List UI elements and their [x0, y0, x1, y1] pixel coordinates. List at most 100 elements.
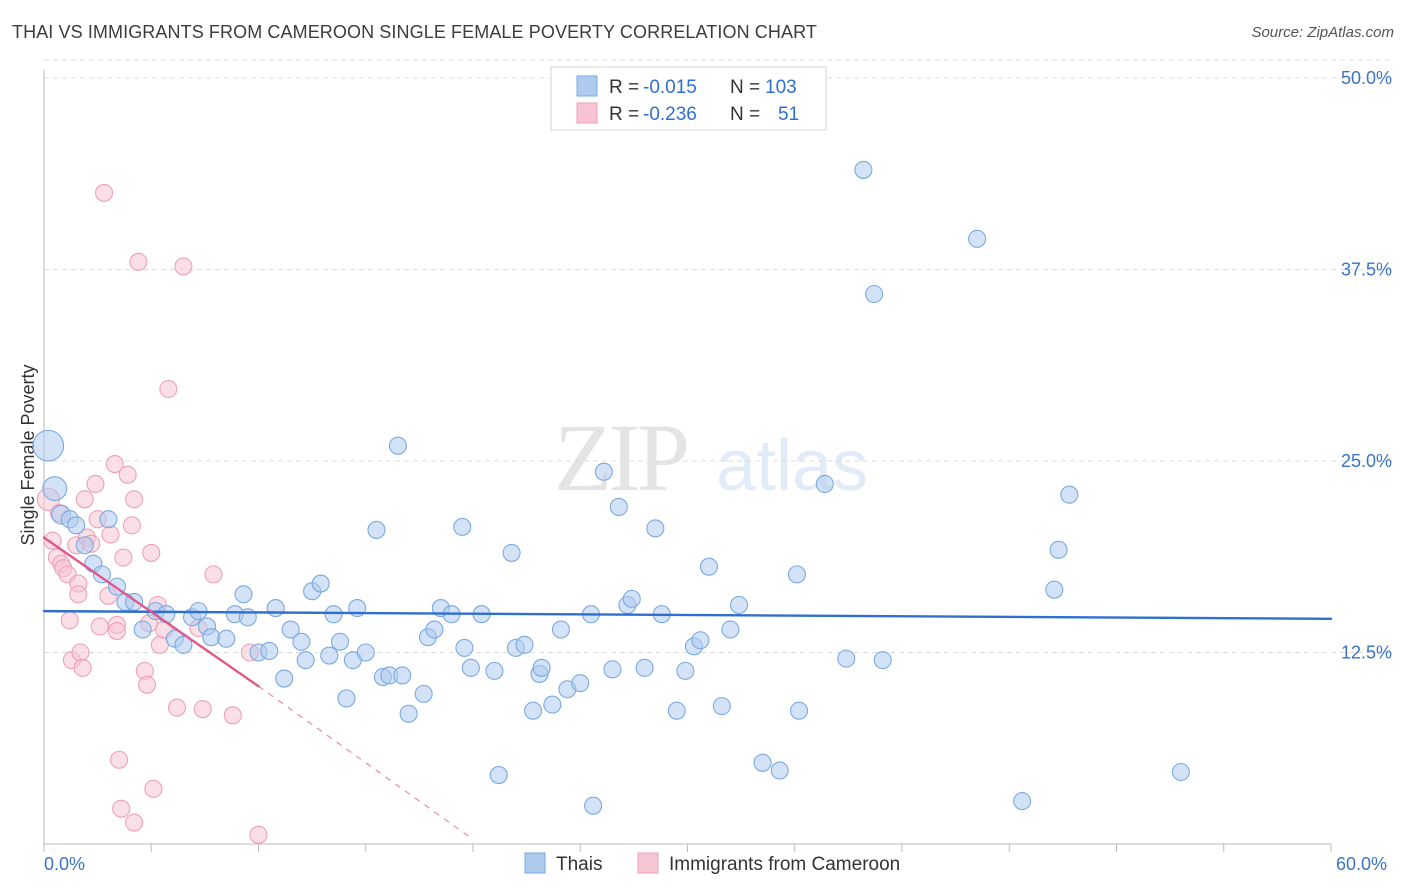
point-thais: [292, 632, 311, 651]
point-thais: [324, 605, 343, 624]
point-thais: [1013, 792, 1032, 811]
point-cameroon: [86, 474, 105, 494]
point-thais: [854, 160, 873, 179]
point-thais: [515, 635, 534, 654]
point-thais: [337, 689, 356, 708]
trend-lines: [42, 536, 1333, 840]
point-cameroon: [193, 700, 212, 719]
watermark: ZIP atlas: [554, 404, 868, 511]
point-cameroon: [60, 611, 79, 630]
point-cameroon: [110, 750, 129, 769]
point-thais: [699, 557, 719, 576]
point-thais: [729, 595, 749, 615]
point-cameroon: [95, 183, 114, 202]
point-cameroon: [71, 643, 90, 662]
point-thais: [202, 628, 221, 647]
point-thais: [532, 658, 551, 677]
point-thais: [1060, 485, 1079, 504]
point-thais: [789, 701, 809, 720]
point-cameroon: [144, 779, 163, 798]
point-cameroon: [174, 257, 193, 276]
bottom-legend-swatch-thais: [524, 852, 546, 874]
y-tick-label: 37.5%: [1341, 260, 1392, 280]
point-thais: [330, 632, 350, 651]
point-thais: [787, 565, 806, 584]
point-thais: [234, 585, 253, 604]
point-cameroon: [122, 516, 141, 535]
point-thais: [691, 631, 710, 650]
point-thais: [865, 284, 884, 304]
point-thais: [67, 516, 86, 535]
legend-box: R = -0.015 N = 103 R = -0.236 N = 51: [550, 66, 827, 131]
point-thais: [753, 753, 772, 772]
point-thais: [646, 519, 665, 538]
point-thais: [721, 620, 740, 639]
point-thais: [837, 649, 856, 668]
point-thais: [461, 658, 480, 677]
point-cameroon: [75, 490, 94, 509]
point-thais: [174, 635, 193, 654]
series-thais-points: [32, 160, 1190, 815]
point-cameroon: [101, 525, 120, 544]
x-axis-ticks: [43, 844, 1332, 852]
legend-r-value-1: -0.015: [643, 77, 697, 98]
bottom-legend-label-thais: Thais: [556, 854, 602, 875]
point-thais: [157, 605, 176, 624]
point-thais: [603, 660, 622, 679]
grid-lines: [44, 59, 1392, 653]
point-cameroon: [114, 548, 133, 567]
point-cameroon: [167, 698, 187, 717]
point-cameroon: [118, 465, 137, 484]
x-tick-label-min: 0.0%: [44, 854, 85, 874]
point-thais: [635, 658, 654, 677]
point-thais: [676, 661, 695, 680]
point-thais: [524, 701, 543, 720]
point-thais: [815, 474, 834, 494]
point-cameroon: [125, 813, 144, 832]
point-thais: [296, 651, 315, 670]
point-thais: [455, 638, 474, 657]
point-thais: [485, 661, 504, 680]
y-tick-label: 25.0%: [1341, 451, 1392, 471]
legend-n-label-2: N =: [730, 104, 760, 125]
point-cameroon: [73, 658, 92, 677]
legend-r-value-2: -0.236: [643, 104, 697, 125]
point-thais: [42, 476, 68, 502]
point-cameroon: [125, 490, 144, 509]
point-cameroon: [105, 455, 124, 474]
point-cameroon: [150, 635, 169, 654]
legend-swatch-cameroon: [576, 102, 598, 124]
point-cameroon: [204, 565, 223, 584]
point-thais: [356, 643, 375, 662]
y-axis-label: Single Female Poverty: [18, 364, 38, 545]
y-axis-tick-labels: 12.5% 25.0% 37.5% 50.0%: [1341, 68, 1392, 663]
point-cameroon: [137, 675, 157, 694]
point-cameroon: [142, 543, 161, 562]
point-thais: [388, 436, 407, 455]
legend-n-value-1: 103: [765, 77, 797, 98]
point-thais: [260, 641, 279, 661]
point-thais: [367, 520, 386, 539]
point-thais: [571, 674, 590, 693]
point-thais: [1049, 540, 1068, 559]
point-thais: [99, 510, 118, 529]
point-thais: [453, 517, 472, 536]
point-thais: [393, 666, 412, 685]
trend-line-cameroon: [42, 536, 260, 688]
svg-text:atlas: atlas: [716, 426, 868, 506]
point-cameroon: [249, 825, 268, 844]
y-tick-label: 50.0%: [1341, 68, 1392, 88]
point-thais: [32, 429, 65, 462]
legend-n-value-2: 51: [778, 104, 799, 125]
point-cameroon: [69, 585, 88, 604]
point-thais: [489, 766, 508, 785]
point-thais: [425, 620, 444, 639]
point-thais: [320, 646, 339, 665]
point-thais: [281, 620, 300, 639]
legend-swatch-thais: [576, 75, 598, 97]
bottom-legend-swatch-cameroon: [637, 852, 659, 874]
point-thais: [75, 536, 94, 555]
point-thais: [217, 629, 236, 648]
point-thais: [667, 701, 686, 720]
